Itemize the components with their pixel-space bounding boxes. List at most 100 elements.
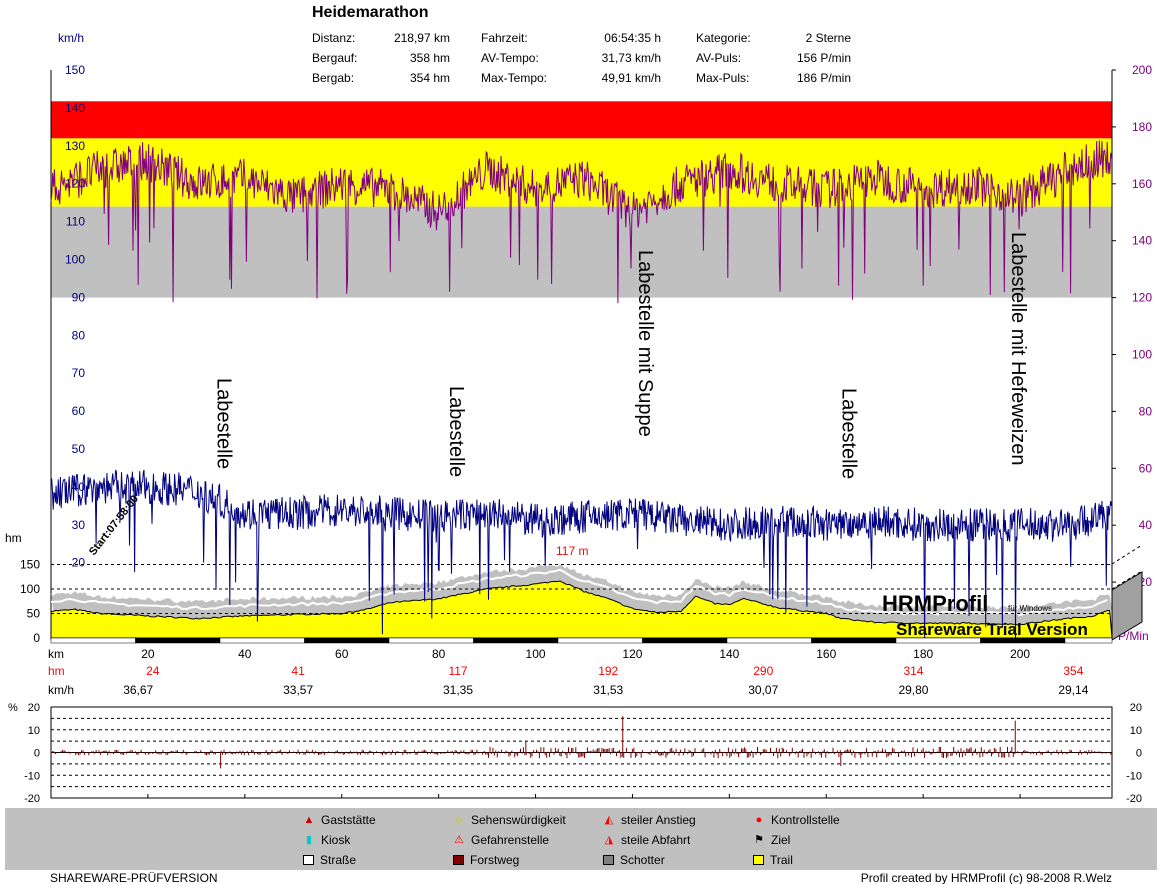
distance-bar-segment bbox=[1064, 637, 1113, 644]
gradient-axis-title: % bbox=[8, 702, 18, 714]
legend-item: Forstweg bbox=[453, 853, 519, 867]
legend-item: ⚠ Gefahrenstelle bbox=[453, 833, 549, 847]
elevation-highlight bbox=[50, 568, 1108, 617]
stat-value: 218,97 km bbox=[393, 31, 450, 45]
depth-box bbox=[1111, 571, 1143, 641]
hr-zone bbox=[51, 206, 1112, 298]
legend-item: ⚑ Ziel bbox=[753, 833, 790, 847]
gradient-tick-right: 0 bbox=[1136, 748, 1142, 760]
segment-hm-value: 41 bbox=[291, 664, 305, 678]
gradient-tick-right: -10 bbox=[1126, 770, 1142, 782]
hr-zone bbox=[51, 101, 1112, 139]
legend-item: ◭ steiler Anstieg bbox=[603, 813, 696, 827]
stat-label: Bergab: bbox=[312, 71, 355, 85]
forest-path-swatch bbox=[453, 855, 464, 865]
stat-value: 156 P/min bbox=[796, 51, 851, 65]
legend-item: ◮ steile Abfahrt bbox=[603, 833, 691, 847]
footer-right: Profil created by HRMProfil (c) 98-2008 … bbox=[860, 871, 1112, 884]
stop-icon: ● bbox=[755, 814, 763, 826]
trail-swatch bbox=[753, 855, 764, 865]
legend-label: Schotter bbox=[620, 853, 665, 867]
kmh-row-title: km/h bbox=[48, 683, 74, 697]
distance-bar-segment bbox=[304, 637, 390, 644]
distance-bar-segment bbox=[642, 637, 728, 644]
speed-line bbox=[50, 469, 1112, 641]
gradient-tick-left: 20 bbox=[28, 702, 40, 714]
annotation-label: Labestelle bbox=[837, 388, 859, 479]
steep-descent-icon: ◮ bbox=[604, 834, 614, 846]
distance-bar-segment bbox=[473, 637, 559, 644]
legend: ▲ Gaststätte ☺ Sehenswürdigkeit ◭ steiler Ans… bbox=[5, 808, 1157, 870]
distance-bar-segment bbox=[726, 637, 812, 644]
gradient-tick-right: 10 bbox=[1130, 725, 1142, 737]
legend-label: Gaststätte bbox=[321, 813, 376, 827]
left-tick-label: 130 bbox=[65, 139, 85, 153]
distance-bar-segment bbox=[388, 637, 474, 644]
restaurant-icon: ▲ bbox=[303, 814, 315, 826]
right-tick-label: 40 bbox=[1139, 518, 1153, 532]
stat-value: 49,91 km/h bbox=[601, 71, 661, 85]
distance-bar-segment bbox=[895, 637, 981, 644]
distance-bar-segment bbox=[135, 637, 221, 644]
x-tick-label: 20 bbox=[141, 647, 155, 661]
legend-item: Schotter bbox=[603, 853, 665, 867]
x-tick-label: 40 bbox=[238, 647, 252, 661]
kiosk-icon: ▮ bbox=[305, 834, 313, 846]
stat-value: 354 hm bbox=[409, 71, 450, 85]
warning-icon: ⚠ bbox=[454, 834, 464, 846]
segment-hm-value: 192 bbox=[598, 664, 618, 678]
page-title: Heidemarathon bbox=[312, 4, 429, 21]
annotation-label: Labestelle mit Suppe bbox=[634, 250, 656, 437]
segment-hm-value: 117 bbox=[448, 664, 467, 678]
segment-kmh-value: 30,07 bbox=[748, 683, 778, 697]
elevation-tick-label: 50 bbox=[27, 607, 41, 621]
stat-label: Distanz: bbox=[312, 31, 356, 45]
legend-label: Kiosk bbox=[321, 833, 351, 847]
steep-climb-icon: ◭ bbox=[604, 814, 614, 826]
legend-label: Straße bbox=[320, 853, 357, 867]
legend-label: Kontrollstelle bbox=[771, 813, 840, 827]
max-elevation-label: 117 m bbox=[556, 544, 588, 558]
segment-hm-value: 314 bbox=[903, 664, 923, 678]
left-axis-title: km/h bbox=[58, 31, 84, 45]
legend-label: Gefahrenstelle bbox=[471, 833, 550, 847]
stat-value: 358 hm bbox=[409, 51, 450, 65]
watermark-trial: Shareware Trial Version bbox=[896, 620, 1088, 639]
x-tick-label: 200 bbox=[1010, 647, 1030, 661]
segment-hm-value: 354 bbox=[1063, 664, 1083, 678]
x-axis-title: km bbox=[48, 647, 64, 661]
segment-kmh-value: 33,57 bbox=[283, 683, 313, 697]
legend-label: steile Abfahrt bbox=[621, 833, 691, 847]
distance-bar-segment bbox=[219, 637, 305, 644]
left-tick-label: 60 bbox=[72, 404, 86, 418]
left-tick-label: 20 bbox=[72, 556, 86, 570]
segment-hm-value: 290 bbox=[753, 664, 773, 678]
left-tick-label: 90 bbox=[72, 290, 86, 304]
right-tick-label: 100 bbox=[1132, 348, 1152, 362]
x-tick-label: 180 bbox=[913, 647, 933, 661]
stat-label: AV-Tempo: bbox=[481, 51, 539, 65]
x-tick-label: 140 bbox=[719, 647, 739, 661]
segment-kmh-value: 31,53 bbox=[593, 683, 623, 697]
distance-bar-segment bbox=[50, 637, 136, 644]
stat-label: AV-Puls: bbox=[696, 51, 742, 65]
left-tick-label: 100 bbox=[65, 253, 85, 267]
right-tick-label: 80 bbox=[1139, 404, 1153, 418]
annotation-label: Labestelle bbox=[445, 386, 467, 477]
legend-item: ▲ Gaststätte bbox=[303, 813, 376, 827]
distance-bar-segment bbox=[980, 637, 1066, 644]
gradient-tick-left: -20 bbox=[24, 793, 40, 805]
right-axis-title: P/Min bbox=[1118, 629, 1149, 643]
gradient-tick-right: -20 bbox=[1126, 793, 1142, 805]
left-tick-label: 70 bbox=[72, 366, 86, 380]
elevation-tick-label: 100 bbox=[20, 582, 40, 596]
left-tick-label: 140 bbox=[65, 101, 85, 115]
hr-zone bbox=[51, 138, 1112, 207]
legend-label: steiler Anstieg bbox=[621, 813, 696, 827]
x-tick-label: 120 bbox=[622, 647, 642, 661]
road-swatch bbox=[303, 855, 314, 865]
legend-label: Ziel bbox=[771, 833, 791, 847]
legend-item: ▮ Kiosk bbox=[303, 833, 350, 847]
annotation-label: Labestelle bbox=[212, 378, 234, 469]
legend-item: Trail bbox=[753, 853, 793, 867]
